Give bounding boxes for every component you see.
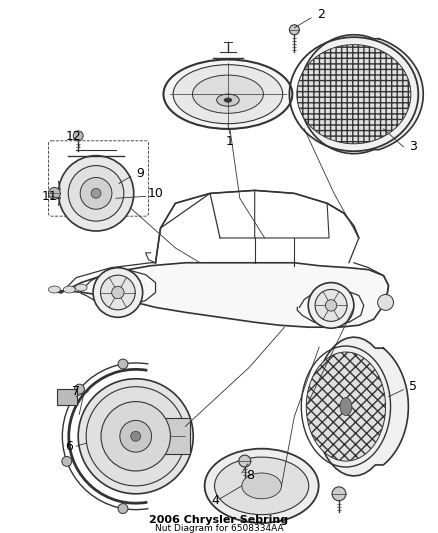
Ellipse shape <box>217 94 239 106</box>
Circle shape <box>315 289 347 321</box>
Circle shape <box>118 359 128 369</box>
Circle shape <box>118 504 128 513</box>
Circle shape <box>239 455 251 467</box>
Text: 10: 10 <box>148 187 163 200</box>
Ellipse shape <box>163 60 293 129</box>
Ellipse shape <box>340 398 352 415</box>
Text: 2: 2 <box>317 9 325 21</box>
Circle shape <box>73 131 83 141</box>
Ellipse shape <box>173 64 283 124</box>
Polygon shape <box>314 337 408 476</box>
Circle shape <box>378 295 393 310</box>
Circle shape <box>80 177 112 209</box>
Ellipse shape <box>64 286 75 293</box>
Text: 5: 5 <box>410 380 417 393</box>
Ellipse shape <box>242 473 282 499</box>
Circle shape <box>68 166 124 221</box>
Text: Nut Diagram for 6508334AA: Nut Diagram for 6508334AA <box>155 524 283 533</box>
Circle shape <box>131 431 141 441</box>
Polygon shape <box>57 263 389 327</box>
Text: 1: 1 <box>226 135 234 148</box>
Ellipse shape <box>205 449 319 523</box>
Text: 9: 9 <box>137 167 145 180</box>
Circle shape <box>101 401 170 471</box>
Circle shape <box>112 286 124 298</box>
Circle shape <box>308 282 354 328</box>
Ellipse shape <box>49 286 60 293</box>
Text: 3: 3 <box>410 140 417 154</box>
Text: 2006 Chrysler Sebring: 2006 Chrysler Sebring <box>149 514 289 524</box>
FancyBboxPatch shape <box>57 389 77 405</box>
Ellipse shape <box>215 457 309 515</box>
Circle shape <box>86 387 185 486</box>
Circle shape <box>74 384 85 394</box>
Polygon shape <box>300 35 423 154</box>
Ellipse shape <box>306 352 385 461</box>
Ellipse shape <box>224 98 232 102</box>
Polygon shape <box>152 418 190 454</box>
Circle shape <box>332 487 346 500</box>
Text: 6: 6 <box>65 440 73 453</box>
Text: 4: 4 <box>211 494 219 507</box>
Circle shape <box>49 188 60 199</box>
Text: 12: 12 <box>65 131 81 143</box>
Text: 7: 7 <box>72 385 80 398</box>
Circle shape <box>91 188 101 198</box>
Text: 11: 11 <box>42 190 57 203</box>
Circle shape <box>58 156 134 231</box>
Circle shape <box>62 456 72 466</box>
Ellipse shape <box>75 284 87 291</box>
Circle shape <box>120 421 152 452</box>
Text: 8: 8 <box>246 470 254 482</box>
Circle shape <box>100 275 135 310</box>
Circle shape <box>290 25 299 35</box>
Ellipse shape <box>297 45 411 144</box>
Circle shape <box>78 379 193 494</box>
Circle shape <box>325 300 337 311</box>
Ellipse shape <box>192 75 263 114</box>
Circle shape <box>93 268 143 317</box>
